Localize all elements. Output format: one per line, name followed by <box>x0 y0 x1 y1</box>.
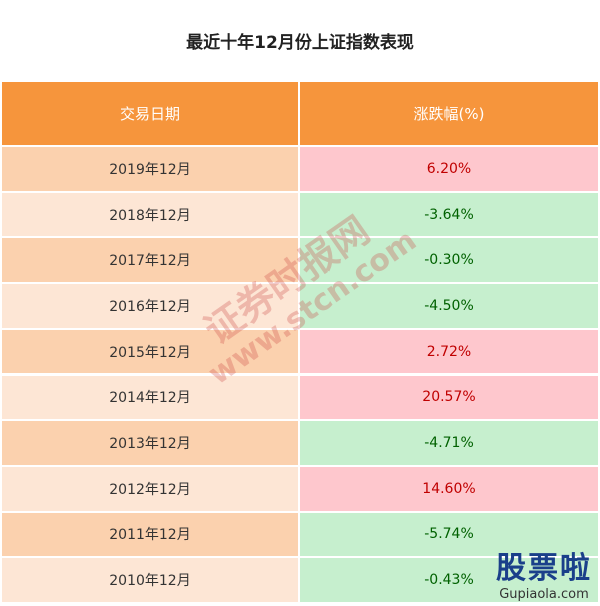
change-cell: -5.74% <box>300 512 598 557</box>
logo-name: 股票啦 <box>496 551 592 586</box>
change-cell: -0.43% <box>300 558 598 602</box>
change-cell: -3.64% <box>300 192 598 237</box>
header-cell: 交易日期 <box>2 82 298 145</box>
date-cell: 2013年12月 <box>2 421 298 465</box>
date-cell: 2018年12月 <box>2 192 298 237</box>
date-cell: 2011年12月 <box>2 512 298 557</box>
date-cell: 2015年12月 <box>2 329 298 374</box>
logo: 股票啦 Gupiaola.com <box>496 543 592 602</box>
date-cell: 2010年12月 <box>2 558 298 602</box>
title: 最近十年12月份上证指数表现 <box>186 33 414 53</box>
change-cell: -4.71% <box>300 421 598 465</box>
change-cell: 2.72% <box>300 329 598 374</box>
change-cell: 14.60% <box>300 466 598 511</box>
logo-url: Gupiaola.com <box>499 587 589 602</box>
change-cell: -4.50% <box>300 284 598 328</box>
date-cell: 2017年12月 <box>2 238 298 283</box>
date-cell: 2012年12月 <box>2 466 298 511</box>
date-cell: 2014年12月 <box>2 375 298 420</box>
change-cell: 6.20% <box>300 147 598 191</box>
change-cell: 20.57% <box>300 375 598 420</box>
date-cell: 2016年12月 <box>2 284 298 328</box>
header-cell: 涨跌幅(%) <box>300 82 598 145</box>
date-cell: 2019年12月 <box>2 147 298 191</box>
change-cell: -0.30% <box>300 238 598 283</box>
